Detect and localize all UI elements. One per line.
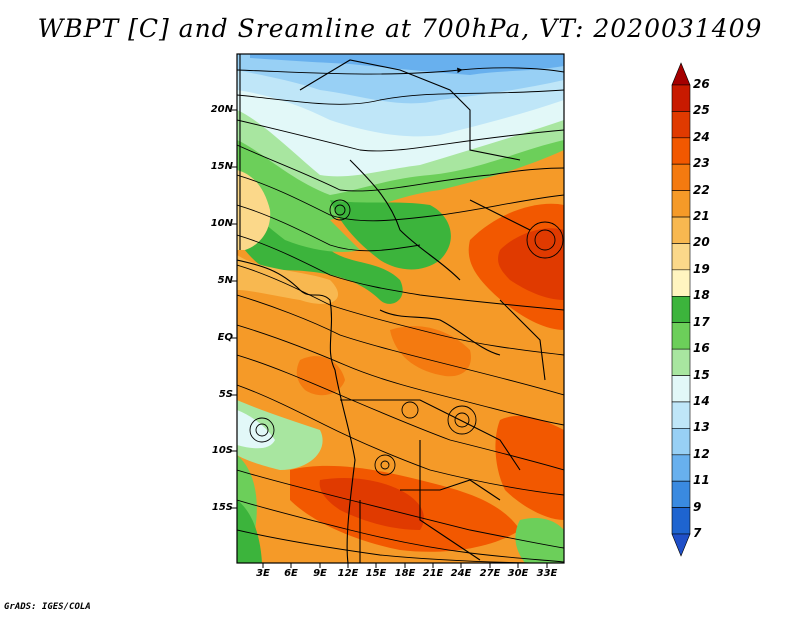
- colorbar-swatch: [671, 269, 691, 297]
- colorbar-swatch: [671, 62, 691, 86]
- colorbar-label: 26: [693, 77, 710, 91]
- lat-label-15n: 15N: [210, 161, 233, 172]
- lon-label-33e: 33E: [536, 568, 558, 579]
- lat-label-5n: 5N: [217, 275, 233, 286]
- lon-label-18e: 18E: [394, 568, 416, 579]
- colorbar-label: 14: [693, 393, 710, 408]
- colorbar-label: 11: [693, 473, 710, 488]
- lon-label-21e: 21E: [422, 568, 444, 579]
- colorbar-label: 9: [693, 499, 702, 514]
- lon-label-30e: 30E: [507, 568, 529, 579]
- colorbar-swatch: [671, 375, 691, 403]
- colorbar-label: 16: [693, 341, 710, 356]
- colorbar-label: 7: [693, 526, 702, 540]
- lat-label-10s: 10S: [211, 445, 233, 456]
- colorbar: [671, 62, 691, 557]
- colorbar-label: 20: [693, 235, 710, 250]
- colorbar-label: 19: [693, 261, 710, 276]
- colorbar-swatch: [671, 533, 691, 557]
- credit-text: GrADS: IGES/COLA: [4, 602, 91, 612]
- colorbar-swatch: [671, 163, 691, 191]
- lon-label-12e: 12E: [337, 568, 359, 579]
- axis-ticks: [232, 109, 548, 568]
- colorbar-swatch: [671, 428, 691, 456]
- lat-label-eq: EQ: [217, 332, 233, 343]
- colorbar-label: 18: [693, 288, 710, 303]
- lat-label-20n: 20N: [210, 104, 233, 115]
- colorbar-swatch: [671, 137, 691, 165]
- colorbar-label: 12: [693, 446, 710, 461]
- colorbar-swatch: [671, 322, 691, 350]
- colorbar-swatch: [671, 401, 691, 429]
- colorbar-label: 23: [693, 156, 710, 171]
- lon-label-9e: 9E: [313, 568, 327, 579]
- lon-label-24e: 24E: [450, 568, 472, 579]
- colorbar-swatch: [671, 295, 691, 324]
- country-borders: [237, 54, 546, 563]
- lon-label-6e: 6E: [284, 568, 298, 579]
- colorbar-label: 22: [693, 182, 710, 197]
- colorbar-label: 24: [693, 129, 710, 144]
- colorbar-swatch: [671, 348, 691, 376]
- lat-label-15s: 15S: [211, 502, 233, 513]
- temperature-field: [237, 54, 564, 563]
- colorbar-label: 15: [693, 367, 710, 382]
- colorbar-label: 25: [693, 103, 710, 118]
- lat-label-5s: 5S: [218, 389, 233, 400]
- map-title: WBPT [C] and Sreamline at 700hPa, VT: 20…: [37, 14, 763, 43]
- colorbar-swatch: [671, 507, 691, 535]
- colorbar-swatch: [671, 216, 691, 244]
- colorbar-swatch: [671, 190, 691, 218]
- lon-label-27e: 27E: [479, 568, 501, 579]
- colorbar-label: 13: [693, 420, 710, 435]
- colorbar-swatch: [671, 454, 691, 482]
- colorbar-label: 21: [693, 209, 710, 224]
- lon-label-3e: 3E: [256, 568, 270, 579]
- lat-label-10n: 10N: [210, 218, 233, 229]
- colorbar-swatch: [671, 84, 691, 112]
- colorbar-swatch: [671, 480, 691, 508]
- colorbar-swatch: [671, 111, 691, 139]
- colorbar-label: 17: [693, 314, 710, 329]
- colorbar-swatch: [671, 243, 691, 271]
- streamlines: [237, 67, 564, 563]
- lon-label-15e: 15E: [365, 568, 387, 579]
